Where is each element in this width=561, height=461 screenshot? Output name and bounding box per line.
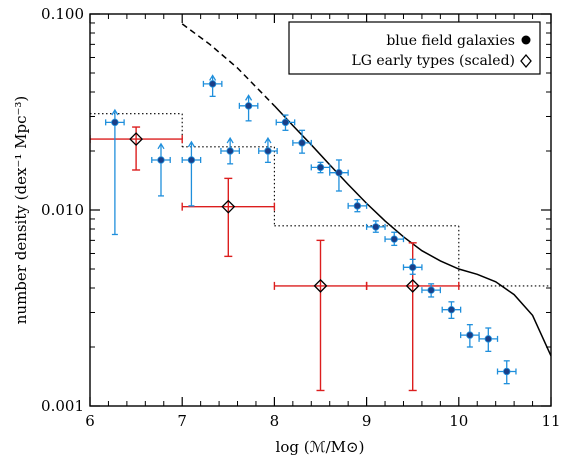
- x-tick-label: 11: [541, 412, 560, 430]
- blue-circle-marker: [187, 156, 196, 164]
- blue-circle-marker: [226, 147, 234, 155]
- red-diamond-marker: [405, 278, 420, 293]
- blue-point: [459, 324, 480, 348]
- blue-point: [238, 94, 259, 122]
- x-tick-label: 6: [85, 412, 95, 430]
- blue-point: [275, 114, 296, 131]
- blue-circle-marker: [157, 156, 165, 164]
- blue-circle-marker: [466, 331, 474, 339]
- blue-lower-limit-arrow: [209, 74, 217, 81]
- blue-point: [347, 198, 368, 213]
- blue-circle-marker: [298, 139, 306, 147]
- x-tick-label: 7: [177, 412, 187, 430]
- red-diamond-marker: [221, 199, 236, 214]
- blue-circle-marker: [503, 367, 511, 376]
- blue-point: [258, 136, 278, 164]
- blue-circle-marker: [208, 80, 217, 88]
- blue-lower-limit-arrow: [157, 142, 165, 150]
- blue-point: [421, 283, 442, 298]
- blue-point: [310, 161, 331, 174]
- blue-circle-marker: [409, 263, 417, 272]
- y-tick-label: 0.001: [41, 397, 84, 415]
- blue-circle-marker: [335, 168, 343, 177]
- blue-circle-marker: [372, 223, 380, 231]
- blue-lower-limit-arrow: [245, 94, 253, 101]
- blue-point: [402, 258, 423, 275]
- blue-point: [105, 108, 125, 236]
- blue-point: [202, 74, 223, 98]
- y-tick-label: 0.100: [41, 5, 84, 23]
- blue-point: [384, 231, 405, 247]
- y-axis-label: number density (dex⁻¹ Mpc⁻³): [12, 96, 30, 325]
- blue-lower-limit-arrow: [226, 136, 234, 144]
- blue-circle-marker: [111, 118, 119, 127]
- blue-lower-limit-arrow: [111, 108, 119, 116]
- blue-circle-marker: [281, 118, 290, 127]
- x-axis-label: log (ℳ/M⊙): [276, 438, 365, 456]
- blue-point: [329, 159, 349, 192]
- blue-point: [220, 136, 241, 165]
- blue-circle-marker: [264, 147, 272, 155]
- tick-labels: 6 7 8 9 10 11 0.001 0.010 0.100: [41, 5, 561, 430]
- red-point: [181, 177, 276, 258]
- legend-box: [288, 21, 541, 75]
- blue-series: [105, 74, 517, 385]
- blue-point: [181, 140, 202, 207]
- legend-marker-open-diamond: [520, 53, 532, 69]
- legend-label-red: LG early types (scaled): [351, 53, 515, 69]
- blue-lower-limit-arrow: [264, 136, 272, 144]
- blue-point: [292, 129, 312, 154]
- x-tick-label: 10: [449, 412, 468, 430]
- blue-circle-marker: [447, 305, 456, 314]
- blue-point: [365, 220, 386, 233]
- red-diamond-marker: [129, 132, 144, 147]
- blue-circle-marker: [427, 286, 435, 294]
- blue-lower-limit-arrow: [187, 140, 195, 148]
- blue-circle-marker: [353, 202, 362, 210]
- legend-marker-filled-circle: [521, 35, 531, 45]
- curve-dashed: [181, 23, 275, 107]
- plot-content: [90, 23, 551, 392]
- blue-point: [151, 142, 171, 197]
- x-tick-label: 8: [270, 412, 280, 430]
- blue-circle-marker: [316, 163, 325, 172]
- legend: blue field galaxies LG early types (scal…: [288, 21, 541, 75]
- y-tick-label: 0.010: [41, 201, 84, 219]
- blue-circle-marker: [390, 235, 398, 243]
- blue-circle-marker: [484, 335, 493, 343]
- x-tick-label: 9: [362, 412, 372, 430]
- plot-layer: [90, 23, 551, 392]
- blue-circle-marker: [244, 102, 253, 110]
- blue-point: [478, 327, 499, 353]
- red-diamond-marker: [313, 278, 328, 293]
- legend-label-blue: blue field galaxies: [386, 33, 515, 49]
- blue-point: [496, 360, 517, 385]
- blue-point: [441, 301, 462, 320]
- red-point: [90, 126, 183, 171]
